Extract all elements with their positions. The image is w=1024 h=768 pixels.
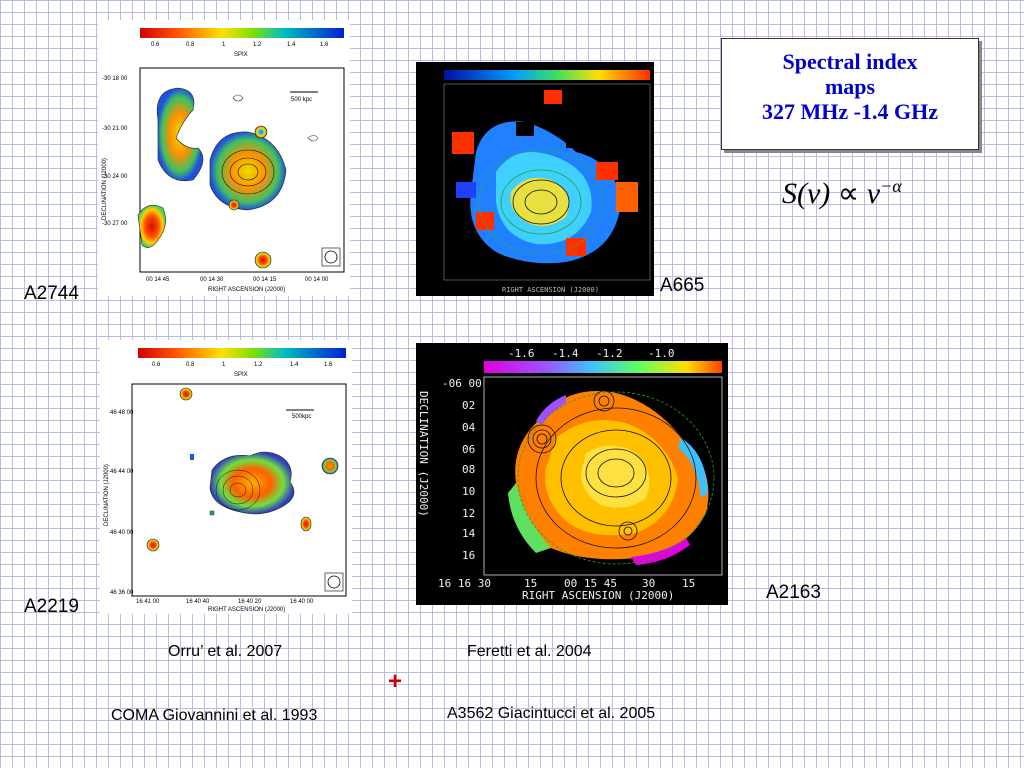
xtick: 16 40 20 xyxy=(238,599,262,605)
spectral-index-formula: S(ν) ∝ ν−α xyxy=(782,176,952,211)
ytick: -06 00 xyxy=(442,377,482,390)
a2219-label: A2219 xyxy=(24,596,79,617)
emission-region-west xyxy=(137,204,166,248)
cbar-tick: -1.6 xyxy=(508,347,535,360)
x-ticks: 16 16 30 15 00 15 45 30 15 xyxy=(438,577,695,590)
emission-region-central xyxy=(209,451,295,515)
ytick: 46 36 00 xyxy=(110,590,134,596)
ytick: 08 xyxy=(462,463,475,476)
xtick: 16 40 00 xyxy=(290,599,314,605)
a2163-label: A2163 xyxy=(766,582,821,603)
x-axis-label: RIGHT ASCENSION (J2000) xyxy=(522,589,674,602)
scale-label: 500kpc xyxy=(292,414,311,420)
cbar-tick: 0.8 xyxy=(186,42,195,48)
ytick: 02 xyxy=(462,399,475,412)
ytick: 46 44 00 xyxy=(110,469,134,475)
xtick: 30 xyxy=(642,577,655,590)
cbar-tick: -1.4 xyxy=(552,347,579,360)
a2744-spectral-map: 0.6 0.8 1 1.2 1.4 1.6 SPIX 500 kpc -30 1… xyxy=(98,20,350,296)
xtick: 00 14 15 xyxy=(253,277,277,283)
cbar-tick: 0.6 xyxy=(151,42,160,48)
plus-sign: + xyxy=(388,668,403,695)
cbar-title: SPIX xyxy=(234,52,248,58)
scale-label: 500 kpc xyxy=(291,97,312,103)
ytick: -30 27 00 xyxy=(102,221,128,227)
ytick: 46 48 00 xyxy=(110,410,134,416)
emission-region-central xyxy=(209,131,287,211)
cbar-tick: 0.6 xyxy=(152,362,161,368)
x-axis-label: RIGHT ASCENSION (J2000) xyxy=(208,607,285,613)
cbar-tick: 1.2 xyxy=(253,42,262,48)
reference-orru: Orru’ et al. 2007 xyxy=(168,643,283,660)
xtick: 00 14 45 xyxy=(146,277,170,283)
cbar-tick: 1.6 xyxy=(324,362,333,368)
formula-base: ν xyxy=(866,177,881,210)
xtick: 16 40 40 xyxy=(186,599,210,605)
xtick: 16 16 30 xyxy=(438,577,491,590)
cbar-tick: 0.8 xyxy=(186,362,195,368)
cbar-tick: 1.2 xyxy=(254,362,263,368)
xtick: 00 14 30 xyxy=(200,277,224,283)
beam-icon xyxy=(327,575,341,589)
beam-icon xyxy=(324,250,338,264)
colorbar xyxy=(444,70,650,80)
cbar-tick: 1.4 xyxy=(287,42,296,48)
cbar-tick: -1.0 xyxy=(648,347,675,360)
ytick: -30 24 00 xyxy=(102,174,128,180)
y-axis-label: DECLINATION (J2000) xyxy=(102,158,108,220)
ytick: 46 40 00 xyxy=(110,530,134,536)
xtick: 16 41 00 xyxy=(136,599,160,605)
ytick: 16 xyxy=(462,549,475,562)
y-axis-label: DECLINATION (J2000) xyxy=(417,391,430,517)
a2163-spectral-map: -1.6 -1.4 -1.2 -1.0 -06 00 02 04 06 08 1… xyxy=(416,343,728,605)
cbar-tick: 1 xyxy=(222,362,226,368)
a665-spectral-map: RIGHT ASCENSION (J2000) xyxy=(416,62,654,296)
emission-region-north xyxy=(156,87,204,182)
title-line: maps xyxy=(824,74,876,99)
ytick: 14 xyxy=(462,527,476,540)
reference-coma: COMA Giovannini et al. 1993 xyxy=(111,707,318,724)
ytick: -30 21 00 xyxy=(102,126,128,132)
y-ticks: -06 00 02 04 06 08 10 12 14 16 xyxy=(442,377,482,562)
y-axis-label: DECLINATION (J2000) xyxy=(104,464,110,526)
x-axis-label: RIGHT ASCENSION (J2000) xyxy=(502,286,599,294)
ytick: 04 xyxy=(462,421,476,434)
title-box: Spectral index maps 327 MHz -1.4 GHz xyxy=(721,38,979,150)
xtick: 00 14 00 xyxy=(305,277,329,283)
cbar-tick: -1.2 xyxy=(596,347,623,360)
a665-label: A665 xyxy=(660,275,705,296)
a2744-label: A2744 xyxy=(24,283,79,304)
a2219-spectral-map: 0.6 0.8 1 1.2 1.4 1.6 SPIX 500kpc 46 48 … xyxy=(100,340,352,614)
cbar-tick: 1 xyxy=(222,42,226,48)
title-line: Spectral index xyxy=(782,49,918,74)
formula-prop: ∝ xyxy=(837,177,860,210)
ytick: 06 xyxy=(462,443,475,456)
formula-lhs: S(ν) xyxy=(782,177,831,210)
cbar-title: SPIX xyxy=(234,372,248,378)
colorbar-ticks: 0.6 0.8 1 1.2 1.4 1.6 SPIX xyxy=(151,42,329,58)
colorbar xyxy=(140,28,344,38)
cbar-tick: 1.4 xyxy=(290,362,299,368)
ytick: 12 xyxy=(462,507,475,520)
reference-a3562: A3562 Giacintucci et al. 2005 xyxy=(447,705,656,722)
reference-feretti: Feretti et al. 2004 xyxy=(467,643,592,660)
xtick: 00 15 45 xyxy=(564,577,617,590)
formula-exp: −α xyxy=(880,176,902,196)
colorbar xyxy=(138,348,346,358)
cbar-tick: 1.6 xyxy=(320,42,329,48)
xtick: 15 xyxy=(682,577,695,590)
title-line: 327 MHz -1.4 GHz xyxy=(762,99,938,124)
x-axis-label: RIGHT ASCENSION (J2000) xyxy=(208,287,285,293)
ytick: 10 xyxy=(462,485,475,498)
ytick: -30 18 00 xyxy=(102,76,128,82)
xtick: 15 xyxy=(524,577,537,590)
colorbar xyxy=(484,361,722,373)
